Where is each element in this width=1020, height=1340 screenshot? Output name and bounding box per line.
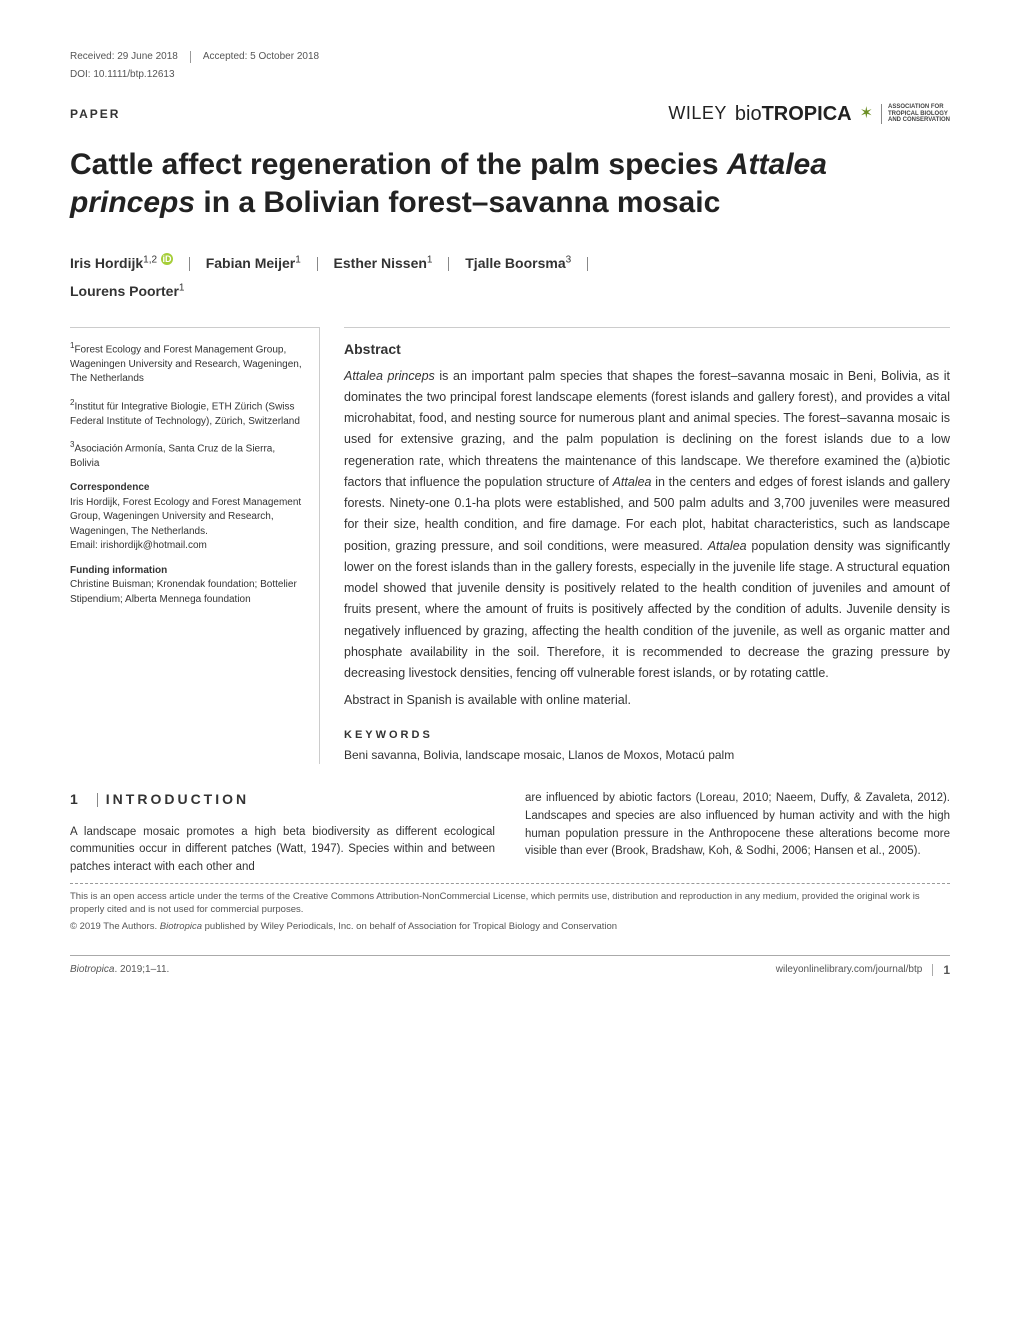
article-title: Cattle affect regeneration of the palm s…	[70, 146, 950, 221]
author-5: Lourens Poorter	[70, 283, 179, 299]
copyright-pre: © 2019 The Authors.	[70, 921, 160, 932]
title-post: in a Bolivian forest–savanna mosaic	[195, 186, 720, 219]
correspondence-heading: Correspondence	[70, 482, 149, 493]
dashed-separator	[70, 883, 950, 884]
journal-brand: WILEY bioTROPICA ✶ ASSOCIATION FOR TROPI…	[668, 100, 950, 128]
abstract-heading: Abstract	[344, 340, 950, 360]
author-3-affil: 1	[427, 254, 433, 265]
affiliation-2: 2Institut für Integrative Biologie, ETH …	[70, 397, 305, 429]
abstract-column: Abstract Attalea princeps is an importan…	[344, 327, 950, 764]
submission-dates: Received: 29 June 2018 Accepted: 5 Octob…	[70, 50, 950, 64]
author-2: Fabian Meijer	[206, 255, 295, 271]
date-separator	[190, 51, 191, 63]
funding-heading: Funding information	[70, 565, 167, 576]
abstract-text-a: is an important palm species that shapes…	[344, 369, 950, 489]
intro-col-right: are influenced by abiotic factors (Lorea…	[525, 790, 950, 877]
starburst-icon: ✶	[860, 103, 873, 125]
received-date: 29 June 2018	[117, 50, 178, 64]
affiliation-3: 3Asociación Armonía, Santa Cruz de la Si…	[70, 439, 305, 471]
author-separator	[189, 257, 190, 271]
abstract-species-3: Attalea	[708, 539, 747, 553]
author-4-affil: 3	[566, 254, 572, 265]
author-1-affil: 1,2	[143, 254, 157, 265]
footer-journal: Biotropica	[70, 964, 114, 975]
journal-main: TROPICA	[762, 103, 852, 125]
page-number: 1	[943, 962, 950, 979]
abstract-species-2: Attalea	[613, 475, 652, 489]
intro-col-left: 1 INTRODUCTION A landscape mosaic promote…	[70, 790, 495, 877]
accepted-date: 5 October 2018	[250, 50, 319, 64]
section-heading-intro: 1 INTRODUCTION	[70, 790, 495, 810]
title-pre: Cattle affect regeneration of the palm s…	[70, 148, 727, 181]
affil-3-text: Asociación Armonía, Santa Cruz de la Sie…	[70, 443, 275, 469]
footer-citation: Biotropica. 2019;1–11.	[70, 963, 169, 977]
orcid-icon[interactable]: iD	[161, 253, 173, 265]
author-5-affil: 1	[179, 282, 185, 293]
association-tagline: ASSOCIATION FOR TROPICAL BIOLOGY AND CON…	[881, 104, 950, 124]
section-number: 1	[70, 791, 81, 807]
accepted-label: Accepted:	[203, 50, 247, 64]
abstract-species-1: Attalea princeps	[344, 369, 435, 383]
author-1: Iris Hordijk	[70, 255, 143, 271]
author-list: Iris Hordijk1,2 iD Fabian Meijer1 Esther…	[70, 249, 950, 305]
correspondence-block: Correspondence Iris Hordijk, Forest Ecol…	[70, 481, 305, 554]
page-footer: Biotropica. 2019;1–11. wileyonlinelibrar…	[70, 955, 950, 979]
affiliation-1: 1Forest Ecology and Forest Management Gr…	[70, 340, 305, 387]
author-separator	[317, 257, 318, 271]
keywords-heading: KEYWORDS	[344, 728, 950, 743]
header-row: PAPER WILEY bioTROPICA ✶ ASSOCIATION FOR…	[70, 100, 950, 128]
publisher-logo: WILEY	[668, 101, 727, 126]
intro-text-left: A landscape mosaic promotes a high beta …	[70, 824, 495, 877]
intro-text-right: are influenced by abiotic factors (Lorea…	[525, 790, 950, 861]
funding-block: Funding information Christine Buisman; K…	[70, 564, 305, 608]
affiliations-column: 1Forest Ecology and Forest Management Gr…	[70, 327, 320, 764]
paper-type-label: PAPER	[70, 106, 120, 123]
author-separator	[587, 257, 588, 271]
assoc-line-3: AND CONSERVATION	[888, 117, 950, 124]
abstract-text-c: population density was significantly low…	[344, 539, 950, 681]
copyright-journal: Biotropica	[160, 921, 202, 932]
author-separator	[448, 257, 449, 271]
author-4: Tjalle Boorsma	[465, 255, 565, 271]
journal-prefix: bio	[735, 103, 762, 125]
journal-logo: bioTROPICA	[735, 100, 852, 128]
footer-citation-rest: . 2019;1–11.	[114, 964, 169, 975]
footer-bar	[932, 964, 933, 976]
correspondence-email[interactable]: Email: irishordijk@hotmail.com	[70, 540, 207, 551]
footer-right: wileyonlinelibrary.com/journal/btp 1	[776, 962, 950, 979]
section-bar	[97, 793, 98, 807]
author-2-affil: 1	[295, 254, 301, 265]
doi: DOI: 10.1111/btp.12613	[70, 68, 950, 82]
correspondence-body: Iris Hordijk, Forest Ecology and Forest …	[70, 497, 301, 537]
section-title: INTRODUCTION	[106, 791, 249, 807]
keywords-body: Beni savanna, Bolivia, landscape mosaic,…	[344, 747, 950, 764]
abstract-translation-note: Abstract in Spanish is available with on…	[344, 692, 950, 710]
copyright-post: published by Wiley Periodicals, Inc. on …	[202, 921, 617, 932]
received-label: Received:	[70, 50, 114, 64]
footer-url[interactable]: wileyonlinelibrary.com/journal/btp	[776, 963, 923, 977]
license-line-2: © 2019 The Authors. Biotropica published…	[70, 920, 950, 933]
license-line-1: This is an open access article under the…	[70, 890, 950, 917]
affil-1-text: Forest Ecology and Forest Management Gro…	[70, 344, 302, 384]
affil-2-text: Institut für Integrative Biologie, ETH Z…	[70, 401, 300, 427]
affil-abstract-row: 1Forest Ecology and Forest Management Gr…	[70, 327, 950, 764]
intro-columns: 1 INTRODUCTION A landscape mosaic promote…	[70, 790, 950, 877]
assoc-line-1: ASSOCIATION FOR	[888, 104, 950, 111]
author-3: Esther Nissen	[334, 255, 427, 271]
funding-body: Christine Buisman; Kronendak foundation;…	[70, 579, 297, 605]
assoc-line-2: TROPICAL BIOLOGY	[888, 111, 950, 118]
abstract-body: Attalea princeps is an important palm sp…	[344, 366, 950, 685]
